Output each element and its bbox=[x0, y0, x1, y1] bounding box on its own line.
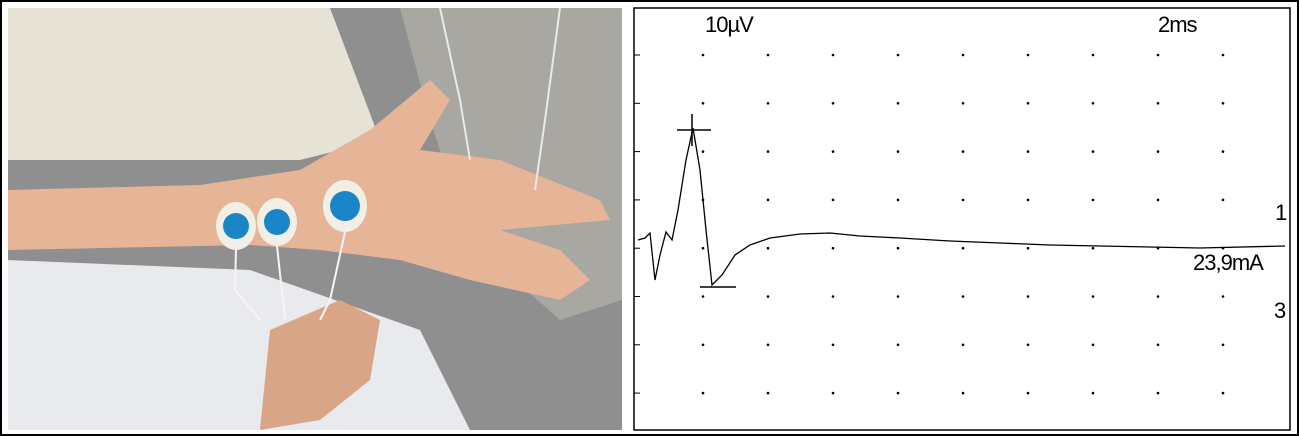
grid-dot bbox=[962, 54, 965, 57]
grid-dot bbox=[702, 392, 705, 395]
grid-dot bbox=[832, 199, 835, 202]
grid-dot bbox=[1157, 392, 1160, 395]
grid-dot bbox=[767, 392, 770, 395]
grid-dot bbox=[832, 102, 835, 105]
grid-dot bbox=[1092, 247, 1095, 250]
grid-dot bbox=[1157, 344, 1160, 347]
grid-dot bbox=[832, 392, 835, 395]
grid-dot bbox=[767, 102, 770, 105]
grid-dot bbox=[767, 295, 770, 298]
grid-dot bbox=[1157, 295, 1160, 298]
sheet-top bbox=[8, 8, 380, 160]
grid-dot bbox=[702, 344, 705, 347]
grid-dot bbox=[1222, 295, 1225, 298]
grid-dot bbox=[962, 247, 965, 250]
grid-dot bbox=[1027, 344, 1030, 347]
grid-dot bbox=[832, 344, 835, 347]
grid-dot bbox=[832, 54, 835, 57]
grid-dot bbox=[897, 344, 900, 347]
grid-dot bbox=[962, 150, 965, 153]
grid-dot bbox=[897, 150, 900, 153]
grid-dot bbox=[702, 54, 705, 57]
grid-dot bbox=[1027, 247, 1030, 250]
grid-dot bbox=[1092, 150, 1095, 153]
marker-1: 1 bbox=[1275, 200, 1287, 225]
grid-dot bbox=[962, 199, 965, 202]
grid-dot bbox=[702, 247, 705, 250]
grid-dot bbox=[1027, 295, 1030, 298]
grid-dot bbox=[1157, 102, 1160, 105]
grid-dot bbox=[962, 344, 965, 347]
grid-dot bbox=[1027, 150, 1030, 153]
grid-dot bbox=[1092, 344, 1095, 347]
grid-dot bbox=[1027, 392, 1030, 395]
grid-dot bbox=[897, 54, 900, 57]
trace-panel: 10µV 2ms 1 23,9mA 3 bbox=[634, 8, 1290, 430]
grid-dot bbox=[962, 392, 965, 395]
grid-dot bbox=[897, 199, 900, 202]
grid-dot bbox=[1157, 150, 1160, 153]
grid-dot bbox=[702, 102, 705, 105]
grid-dot bbox=[1222, 54, 1225, 57]
grid-dot bbox=[832, 295, 835, 298]
grid-dot bbox=[897, 392, 900, 395]
grid-dot bbox=[897, 102, 900, 105]
grid-dot bbox=[767, 344, 770, 347]
grid-dot bbox=[767, 150, 770, 153]
figure: 10µV 2ms 1 23,9mA 3 bbox=[0, 0, 1299, 436]
grid-dot bbox=[1092, 102, 1095, 105]
photo-panel bbox=[8, 8, 622, 430]
grid-dot bbox=[702, 150, 705, 153]
grid-dot bbox=[702, 295, 705, 298]
grid-dot bbox=[1222, 392, 1225, 395]
grid-dot bbox=[1222, 199, 1225, 202]
grid-dot bbox=[1092, 199, 1095, 202]
grid-dot bbox=[897, 295, 900, 298]
amplitude-scale: 10µV bbox=[705, 12, 754, 37]
grid-dot bbox=[1222, 150, 1225, 153]
grid-dot bbox=[1092, 392, 1095, 395]
grid-dot bbox=[897, 247, 900, 250]
grid-dot bbox=[1027, 102, 1030, 105]
grid-dot bbox=[832, 150, 835, 153]
grid-dot bbox=[767, 247, 770, 250]
grid-dot bbox=[832, 247, 835, 250]
grid-dot bbox=[1027, 199, 1030, 202]
grid-dot bbox=[1092, 295, 1095, 298]
grid-dot bbox=[767, 54, 770, 57]
grid-dot bbox=[1222, 102, 1225, 105]
grid-dot bbox=[1027, 54, 1030, 57]
grid-dot bbox=[962, 102, 965, 105]
marker-3: 3 bbox=[1274, 298, 1286, 323]
grid-dot bbox=[767, 199, 770, 202]
grid-dot bbox=[1157, 54, 1160, 57]
stimulus-intensity: 23,9mA bbox=[1193, 250, 1264, 275]
grid-dot bbox=[1222, 344, 1225, 347]
time-scale: 2ms bbox=[1158, 12, 1198, 37]
grid-dot bbox=[1092, 54, 1095, 57]
grid-dot bbox=[962, 295, 965, 298]
trace-border bbox=[634, 8, 1290, 430]
grid-dot bbox=[1157, 199, 1160, 202]
